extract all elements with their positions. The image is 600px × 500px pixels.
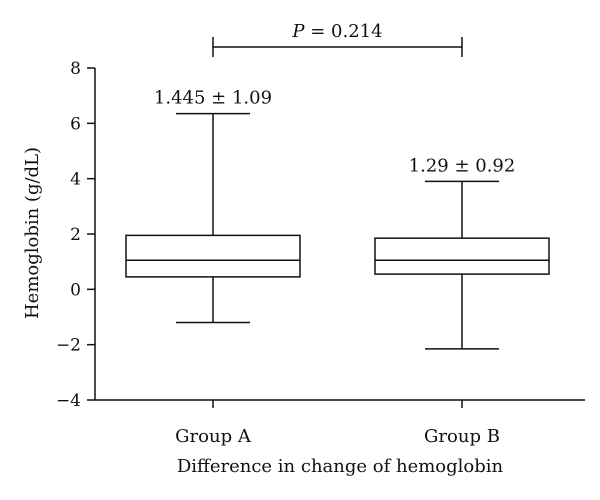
- mean-sd-label: 1.29 ± 0.92: [409, 155, 516, 176]
- y-tick-label: −4: [56, 391, 81, 411]
- y-tick-label: 6: [70, 114, 81, 134]
- iqr-box: [125, 234, 301, 278]
- annotations: P = 0.214: [212, 21, 463, 57]
- y-tick-label: 8: [70, 59, 81, 79]
- box-group: 1.445 ± 1.09: [125, 88, 301, 324]
- iqr-box: [374, 237, 550, 275]
- x-tick-label: Group B: [424, 426, 500, 447]
- y-tick-label: 0: [70, 280, 81, 300]
- axes: −4 −2 0 2 4 6 8 Group A Group B: [56, 59, 585, 447]
- mean-sd-label: 1.445 ± 1.09: [154, 88, 272, 109]
- y-axis-title: Hemoglobin (g/dL): [22, 147, 43, 319]
- boxes: 1.445 ± 1.09 1.29 ± 0.92: [125, 88, 550, 350]
- p-value-label: P = 0.214: [291, 21, 382, 42]
- x-axis-title: Difference in change of hemoglobin: [177, 456, 504, 477]
- x-tick-label: Group A: [175, 426, 252, 447]
- y-tick-label: −2: [56, 336, 81, 356]
- box-group: 1.29 ± 0.92: [374, 155, 550, 350]
- y-tick-label: 2: [70, 225, 81, 245]
- y-tick-label: 4: [70, 170, 81, 190]
